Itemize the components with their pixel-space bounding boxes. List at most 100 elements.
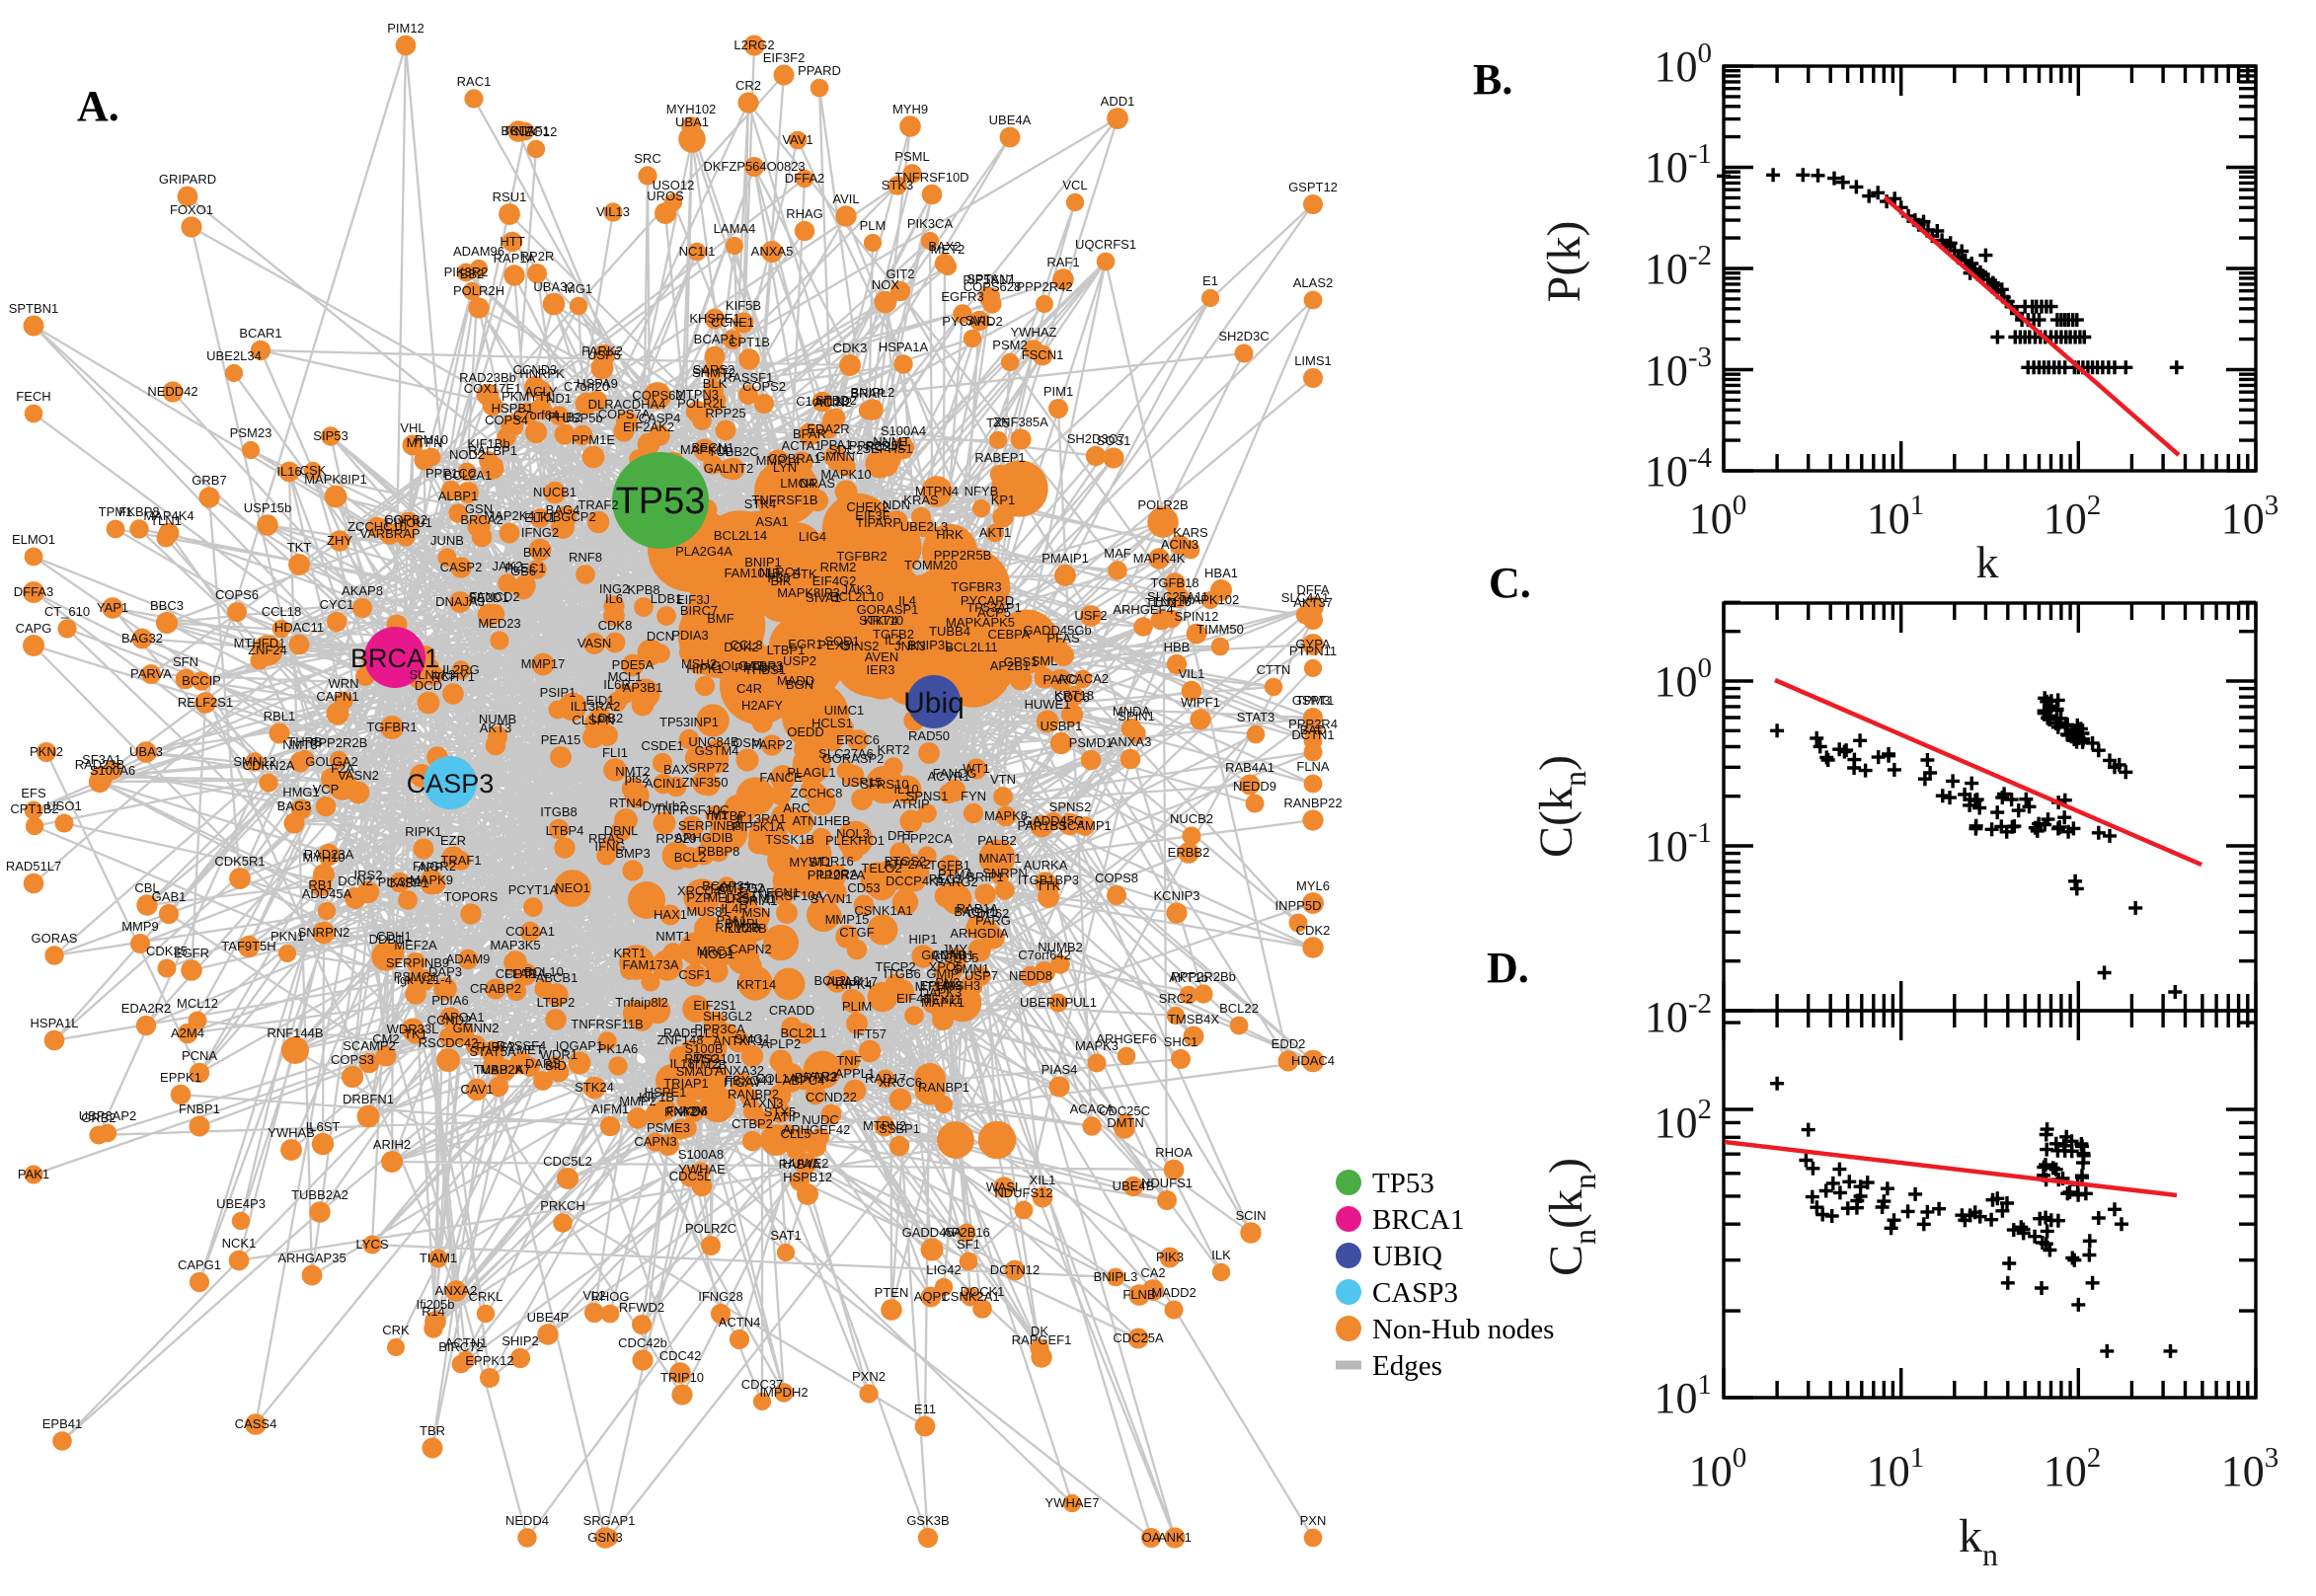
svg-text:SMN12: SMN12 [233,754,275,769]
svg-text:GOLGA3: GOLGA3 [711,658,763,673]
svg-text:AP2B1: AP2B1 [990,658,1030,673]
svg-text:PLEKHO1: PLEKHO1 [825,833,885,848]
svg-text:RRAS: RRAS [588,831,624,846]
svg-text:MCL12: MCL12 [177,996,218,1011]
svg-text:ADD1: ADD1 [1101,94,1135,109]
svg-text:S100A6: S100A6 [90,763,135,778]
svg-text:MYH10: MYH10 [302,850,345,865]
svg-text:FKBP8: FKBP8 [118,504,159,519]
svg-text:FYN: FYN [961,789,986,803]
svg-text:ND1: ND1 [546,391,572,406]
svg-text:IL2: IL2 [885,633,902,647]
svg-text:NUMB: NUMB [479,712,516,726]
svg-text:P35: P35 [767,570,790,585]
svg-text:HRK: HRK [936,527,964,542]
svg-text:101: 101 [1867,490,1925,543]
svg-text:HSPE1: HSPE1 [645,1085,687,1100]
svg-text:EPB41: EPB41 [42,1416,82,1431]
svg-text:LDB2: LDB2 [591,711,624,725]
svg-text:MAPKAPK5: MAPKAPK5 [946,615,1015,630]
svg-text:PLAGL1: PLAGL1 [787,765,835,780]
svg-text:HSPA1A: HSPA1A [879,340,929,354]
svg-text:LAMA4: LAMA4 [714,221,756,236]
svg-text:E1: E1 [1202,273,1218,288]
svg-text:C(kn): C(kn) [1530,755,1592,858]
svg-text:VL2: VL2 [582,1288,605,1303]
svg-text:UBE2L34: UBE2L34 [206,348,262,363]
svg-text:CDK3: CDK3 [833,341,868,355]
svg-text:AVIL: AVIL [832,191,859,206]
svg-text:PKN1: PKN1 [270,929,304,944]
svg-text:NNMT: NNMT [873,434,910,449]
svg-text:DDB1: DDB1 [369,932,404,947]
svg-text:SF1: SF1 [957,1237,980,1252]
svg-text:PAR1B3: PAR1B3 [1018,818,1066,833]
svg-text:NMT2: NMT2 [615,764,650,779]
svg-text:PPP2CA: PPP2CA [901,831,953,846]
svg-text:RHAG: RHAG [786,206,823,221]
svg-text:lgk-V21-4: lgk-V21-4 [397,972,452,987]
svg-text:GB6: GB6 [510,564,536,578]
svg-text:GSTM4: GSTM4 [695,743,739,758]
svg-text:PARP2: PARP2 [751,737,793,752]
svg-text:RSU1: RSU1 [493,190,527,204]
svg-text:RFWD2: RFWD2 [619,1300,664,1315]
svg-text:MAPK1: MAPK1 [921,995,965,1010]
svg-text:MCL1: MCL1 [608,669,643,684]
svg-text:ELMO1: ELMO1 [12,532,55,547]
svg-text:DARS: DARS [525,1056,561,1071]
svg-text:PCNA: PCNA [182,1048,217,1063]
svg-text:MUS81: MUS81 [686,904,729,919]
svg-text:LYN: LYN [773,460,797,475]
svg-text:NMT3: NMT3 [282,737,317,752]
svg-text:NRAS: NRAS [800,476,835,491]
svg-text:CASP3: CASP3 [407,769,495,798]
svg-text:JNK3: JNK3 [894,639,926,653]
svg-text:IL18: IL18 [669,1056,694,1071]
svg-text:PEA15: PEA15 [541,732,580,747]
svg-text:BCL2L1: BCL2L1 [781,1026,827,1040]
svg-text:NUCB1: NUCB1 [533,485,577,499]
svg-text:PLIM: PLIM [842,999,872,1014]
svg-text:ACLY: ACLY [525,384,558,399]
svg-text:SHIP2: SHIP2 [502,1333,539,1348]
svg-text:PPA1: PPA1 [820,437,852,452]
svg-text:SH2D3C: SH2D3C [1218,329,1269,343]
svg-text:SCAMP1: SCAMP1 [1058,818,1111,833]
svg-text:SEPHS1: SEPHS1 [862,441,912,456]
svg-text:IER3: IER3 [867,662,895,677]
svg-text:POLR2B: POLR2B [1137,497,1188,512]
svg-text:COPS3: COPS3 [331,1052,374,1067]
svg-text:SRC: SRC [634,151,660,166]
svg-text:BCL2A1: BCL2A1 [444,468,492,483]
svg-text:BCAP31: BCAP31 [702,878,751,893]
svg-text:UBA1: UBA1 [675,114,709,129]
svg-text:L2RG2: L2RG2 [733,38,774,52]
svg-text:FXYD6: FXYD6 [666,1103,708,1118]
svg-text:INPP5D: INPP5D [1275,898,1322,913]
svg-text:KHSPE1: KHSPE1 [689,311,739,326]
svg-text:SDC2: SDC2 [829,442,864,457]
svg-text:EPPK1: EPPK1 [160,1070,201,1085]
svg-text:AP3B1: AP3B1 [623,680,662,695]
svg-text:MTPN4: MTPN4 [915,484,959,498]
svg-text:ATRIP: ATRIP [892,797,929,811]
svg-text:CDC6: CDC6 [1054,690,1089,705]
svg-text:IL13RA1: IL13RA1 [736,811,787,826]
svg-text:KARS: KARS [1173,525,1208,540]
svg-text:NFYB: NFYB [965,484,999,498]
svg-text:RAB4A1: RAB4A1 [1225,760,1274,775]
svg-text:HSPB12: HSPB12 [783,1170,832,1184]
svg-text:PPP2R42: PPP2R42 [1016,279,1072,294]
svg-text:ATIP: ATIP [773,1109,801,1124]
svg-text:Non-Hub nodes: Non-Hub nodes [1372,1314,1554,1345]
svg-text:YWHAE7: YWHAE7 [1045,1495,1100,1510]
svg-text:C7orf20: C7orf20 [564,379,609,394]
svg-text:PTMA: PTMA [938,867,973,881]
svg-text:PSMD1: PSMD1 [1069,735,1114,750]
svg-text:BCL2L10: BCL2L10 [830,589,884,604]
svg-text:ARHGEF42: ARHGEF42 [783,1122,851,1137]
svg-text:BCL2: BCL2 [674,850,707,865]
svg-text:LIG4: LIG4 [799,529,826,544]
svg-text:SERPINB9: SERPINB9 [386,955,449,970]
